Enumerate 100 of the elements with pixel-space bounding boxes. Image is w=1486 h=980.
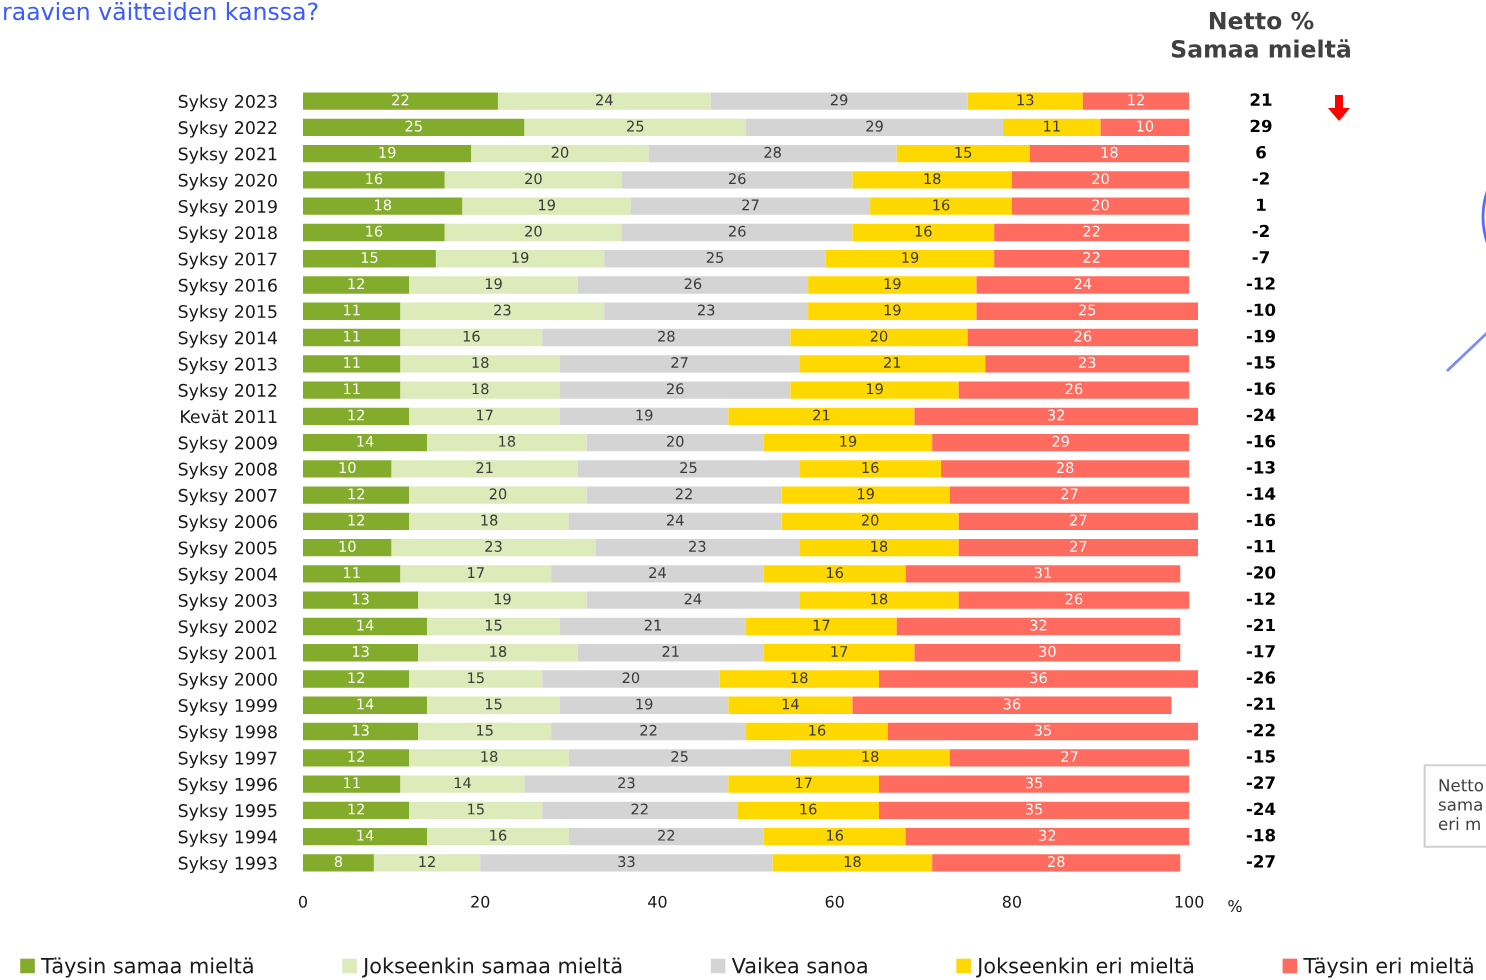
- data-label: 11: [344, 330, 360, 342]
- data-label: 18: [499, 435, 516, 447]
- bar: [542, 670, 720, 688]
- bar: [994, 250, 1190, 268]
- bar: [878, 670, 1198, 688]
- bar: [763, 644, 915, 662]
- bar: [303, 223, 445, 242]
- data-label: -14: [1246, 487, 1276, 500]
- x-tick-label: 0: [298, 895, 308, 908]
- data-label: 15: [485, 698, 502, 710]
- bar: [480, 854, 773, 872]
- data-label: 19: [866, 383, 883, 395]
- bar: [852, 171, 1012, 189]
- bar: [1003, 118, 1101, 137]
- data-label: 18: [375, 199, 392, 211]
- data-label: 18: [472, 383, 489, 395]
- data-label: 29: [1052, 435, 1069, 447]
- bar: [799, 460, 942, 478]
- y-tick-label: Kevät 2011: [181, 409, 277, 424]
- data-label: 15: [468, 672, 484, 684]
- data-label: 10: [339, 540, 356, 552]
- bar: [967, 92, 1083, 110]
- data-label: 28: [658, 330, 675, 342]
- bar: [471, 145, 649, 163]
- data-label: 25: [405, 120, 422, 132]
- bar: [1029, 145, 1190, 163]
- data-label: 20: [622, 672, 640, 684]
- bar: [949, 486, 1190, 504]
- data-label: 19: [858, 488, 874, 500]
- bar: [303, 486, 410, 504]
- bar: [559, 407, 729, 425]
- bar: [763, 827, 906, 846]
- data-label: 20: [489, 488, 507, 500]
- x-tick-label: 20: [471, 895, 490, 908]
- data-label: -24: [1246, 408, 1276, 421]
- data-label: 19: [884, 304, 901, 316]
- data-label: 11: [344, 567, 360, 578]
- bar: [427, 617, 560, 636]
- bar: [790, 381, 959, 399]
- data-label: 15: [468, 803, 484, 815]
- data-label: 28: [1056, 462, 1074, 474]
- bar: [303, 460, 392, 478]
- bar: [905, 827, 1190, 846]
- bar: [303, 775, 401, 793]
- bar: [303, 197, 463, 215]
- bar: [1011, 197, 1190, 215]
- data-label: 21: [662, 645, 679, 657]
- data-label: 16: [366, 173, 383, 185]
- data-label: 27: [1061, 488, 1078, 500]
- y-tick-label: Syksy 2022: [178, 120, 277, 138]
- bar: [976, 302, 1198, 320]
- data-label: -22: [1246, 723, 1275, 737]
- data-label: 19: [512, 251, 529, 263]
- bar: [444, 171, 623, 189]
- y-tick-label: Syksy 2001: [178, 646, 277, 663]
- data-label: -10: [1246, 303, 1276, 317]
- bar: [303, 801, 410, 819]
- data-label: 20: [1092, 173, 1109, 185]
- data-label: 16: [933, 199, 950, 211]
- bar: [808, 276, 977, 294]
- bar: [878, 801, 1190, 819]
- data-label: 13: [352, 593, 369, 605]
- data-label: 19: [494, 593, 511, 605]
- data-label: 15: [485, 619, 502, 631]
- bar: [418, 722, 552, 741]
- bar: [568, 512, 782, 531]
- data-label: 27: [671, 357, 688, 368]
- bar: [878, 775, 1190, 793]
- data-label: 19: [840, 435, 857, 447]
- bar: [303, 118, 525, 137]
- data-label: 22: [1083, 251, 1100, 263]
- bar: [586, 591, 800, 609]
- data-label: 19: [636, 698, 653, 710]
- data-label: 27: [742, 199, 759, 211]
- data-label: 16: [809, 724, 826, 736]
- y-tick-label: Syksy 2002: [178, 619, 277, 637]
- bar: [577, 644, 764, 662]
- bar: [932, 433, 1190, 452]
- data-label: 25: [706, 251, 724, 263]
- bar: [763, 433, 933, 452]
- data-label: 21: [884, 357, 901, 368]
- data-label: 11: [1044, 120, 1060, 132]
- data-label: 25: [1079, 304, 1096, 316]
- bar: [303, 644, 419, 662]
- data-label: 11: [344, 383, 360, 395]
- data-label: 6: [1256, 145, 1266, 159]
- data-label: -21: [1246, 697, 1275, 710]
- y-tick-label: Syksy 1994: [178, 830, 278, 847]
- data-label: 19: [884, 278, 901, 290]
- text: Netto sama eri m: [1438, 779, 1484, 831]
- bar: [427, 827, 569, 846]
- data-label: 23: [689, 540, 706, 552]
- data-label: 24: [666, 514, 684, 526]
- bar: [710, 92, 968, 110]
- data-label: -13: [1246, 461, 1275, 474]
- bar: [524, 118, 747, 137]
- legend-label: Täysin samaa mieltä: [40, 957, 253, 978]
- data-label: 16: [463, 330, 480, 342]
- data-label: 26: [684, 278, 702, 290]
- bar: [303, 250, 436, 268]
